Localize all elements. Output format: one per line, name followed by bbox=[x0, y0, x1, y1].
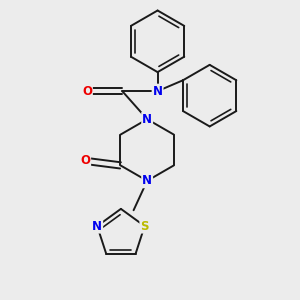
Text: N: N bbox=[142, 113, 152, 126]
Text: O: O bbox=[82, 85, 92, 98]
Text: N: N bbox=[142, 174, 152, 187]
Text: O: O bbox=[80, 154, 90, 167]
Text: N: N bbox=[92, 220, 102, 232]
Text: S: S bbox=[140, 220, 149, 232]
Text: N: N bbox=[153, 85, 163, 98]
